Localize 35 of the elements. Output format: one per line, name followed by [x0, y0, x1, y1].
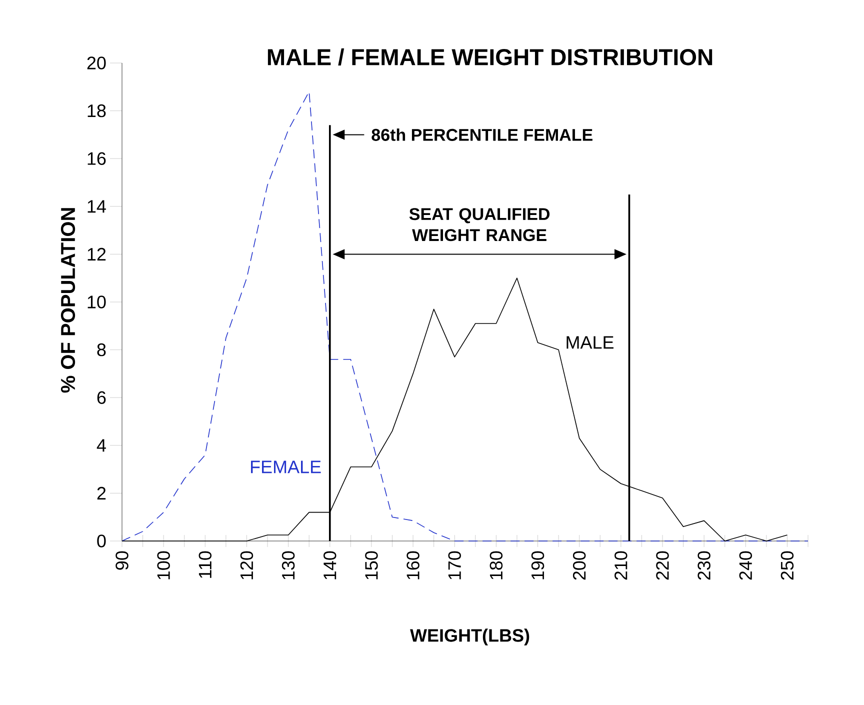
annotation: SEAT QUALIFIED WEIGHT RANGE	[409, 208, 550, 242]
x-tick-label: 140	[324, 551, 336, 580]
x-tick-label: 250	[780, 551, 794, 580]
x-tick-label: 90	[116, 551, 128, 570]
y-tick-label: 6	[97, 391, 106, 404]
x-tick-label: 110	[198, 551, 212, 578]
y-axis-title: % OF POPULATION	[60, 208, 76, 393]
y-tick-label: 12	[88, 248, 106, 260]
y-tick-label: 0	[97, 534, 106, 548]
x-axis-title: WEIGHT(LBS)	[410, 628, 530, 646]
x-tick-label: 190	[531, 551, 544, 580]
x-tick-label: 240	[739, 551, 752, 580]
ref-line-label: 86th PERCENTILE FEMALE	[372, 128, 592, 141]
x-tick-label: 220	[656, 551, 669, 580]
y-tick-label: 2	[97, 486, 106, 500]
y-tick-label: 16	[88, 152, 106, 165]
chart-title: MALE / FEMALE WEIGHT DISTRIBUTION	[268, 48, 712, 66]
x-tick-label: 120	[240, 551, 254, 580]
text: FEMALE	[251, 460, 321, 474]
x-tick-label: 150	[365, 551, 378, 580]
y-tick-label: 14	[88, 200, 106, 213]
x-tick-label: 210	[614, 551, 628, 580]
x-tick-label: 200	[572, 551, 586, 580]
y-tick-label: 18	[88, 104, 106, 118]
x-tick-label: 100	[157, 551, 170, 580]
y-tick-label: 10	[88, 296, 106, 308]
x-tick-label: 160	[406, 551, 420, 580]
y-tick-label: 4	[96, 439, 106, 452]
y-tick-label: 8	[97, 343, 106, 356]
x-tick-label: 180	[490, 551, 503, 580]
y-tick-label: 20	[87, 56, 106, 70]
series-label: MALE	[566, 336, 614, 349]
x-tick-label: 130	[282, 551, 295, 580]
x-tick-label: 170	[448, 551, 461, 580]
x-tick-label: 230	[698, 551, 710, 580]
